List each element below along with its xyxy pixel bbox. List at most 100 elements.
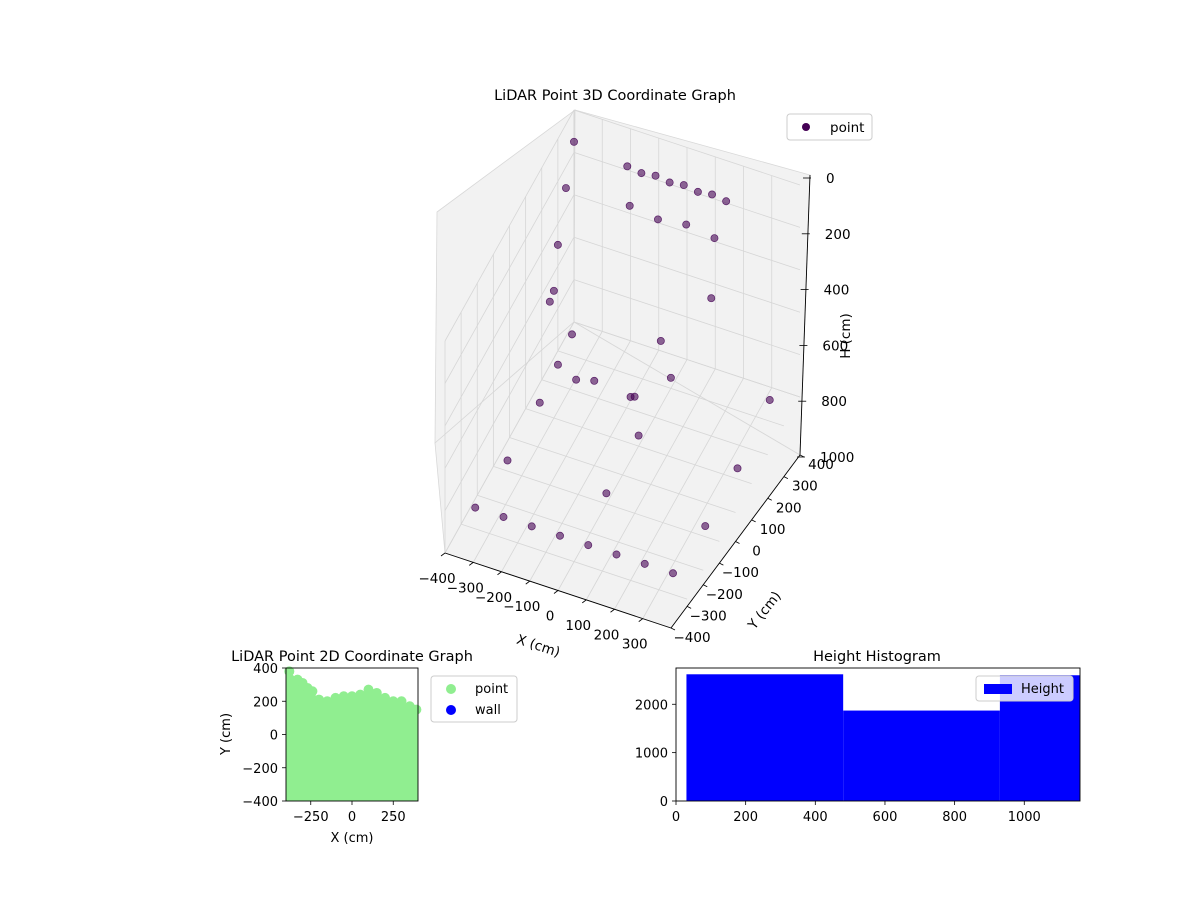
scatter-point-3d bbox=[654, 215, 662, 224]
scatter-point-3d bbox=[708, 190, 716, 199]
plot-frame-histogram bbox=[675, 667, 1081, 802]
x-tick-label-3d: −100 bbox=[503, 599, 540, 615]
grid-3d bbox=[444, 109, 801, 629]
legend-2d: point wall bbox=[430, 675, 518, 723]
y-tick-label-3d: 400 bbox=[808, 457, 834, 473]
scatter-point-3d bbox=[651, 171, 660, 180]
grid-line-y bbox=[525, 408, 752, 485]
y-tick-label-2d: 0 bbox=[270, 729, 278, 744]
histogram-bars bbox=[686, 674, 1080, 801]
scatter-point-3d bbox=[630, 392, 639, 401]
scatter-point-3d bbox=[679, 181, 688, 190]
scatter-point-3d bbox=[590, 376, 599, 385]
scatter-point-3d bbox=[572, 375, 581, 384]
legend-2d-point-label: point bbox=[475, 682, 508, 697]
histogram-chart: Height Histogram 0 200 400 600 800 1000 0 1000 2… bbox=[635, 649, 1081, 825]
scatter-point-2d bbox=[338, 691, 349, 702]
scatter-point-2d bbox=[371, 687, 382, 698]
legend-3d: point bbox=[786, 113, 873, 141]
y-tick-3d bbox=[670, 627, 676, 631]
scatter-point-2d bbox=[330, 692, 341, 703]
scatter-point-3d bbox=[584, 541, 593, 550]
scatter-point-3d bbox=[527, 522, 536, 531]
scatter-point-3d bbox=[570, 137, 578, 146]
x-tick-3d bbox=[610, 608, 615, 613]
y-tick-label-3d: −400 bbox=[673, 630, 710, 646]
scatter-point-3d bbox=[503, 456, 512, 465]
legend-histogram: Height bbox=[975, 675, 1074, 702]
y-tick-label-2d: −200 bbox=[242, 762, 278, 777]
x-axis-label-2d: X (cm) bbox=[331, 831, 374, 846]
x-tick-3d bbox=[440, 552, 446, 557]
scatter-point-3d bbox=[545, 297, 554, 306]
scatter-point-3d bbox=[612, 550, 621, 559]
y-tick-3d bbox=[751, 519, 756, 523]
histogram-title: Height Histogram bbox=[813, 649, 941, 665]
scatter-point-3d bbox=[625, 201, 634, 210]
scatter-point-3d bbox=[669, 569, 677, 578]
scatter-point-3d bbox=[602, 489, 611, 498]
y-tick-3d bbox=[735, 541, 740, 544]
grid-line-z bbox=[573, 194, 801, 271]
x-axis-label-3d: X (cm) bbox=[515, 632, 562, 661]
grid-line-z bbox=[573, 321, 801, 398]
scatter-point-3d bbox=[710, 234, 719, 243]
y-tick-label-histogram: 0 bbox=[660, 795, 668, 810]
x-tick-label-3d: −300 bbox=[447, 580, 484, 596]
scatter-point-3d bbox=[693, 187, 702, 196]
x-tick-label-2d: −250 bbox=[293, 810, 329, 825]
grid-line-z bbox=[573, 109, 801, 186]
x-tick-label-2d: 250 bbox=[381, 810, 406, 825]
legend-histogram-swatch bbox=[984, 684, 1012, 694]
x-tick-label-histogram: 200 bbox=[733, 810, 758, 825]
x-tick-3d bbox=[497, 571, 502, 576]
scatter-point-3d bbox=[722, 197, 731, 206]
grid-line-y bbox=[477, 494, 704, 571]
histogram-bar bbox=[686, 674, 844, 801]
y-tick-label-2d: 200 bbox=[253, 695, 278, 710]
scatter-point-3d bbox=[556, 531, 564, 540]
scatter-2d-points bbox=[284, 666, 422, 715]
legend-histogram-label: Height bbox=[1021, 682, 1064, 697]
y-tick-label-2d: −400 bbox=[242, 795, 278, 810]
scatter-point-3d bbox=[640, 559, 649, 568]
y-tick-3d bbox=[767, 497, 772, 501]
y-tick-label-3d: 100 bbox=[760, 522, 786, 538]
x-tick-label-histogram: 0 bbox=[672, 810, 680, 825]
legend-2d-point-marker bbox=[446, 684, 456, 694]
grid-line-y bbox=[541, 379, 768, 456]
scatter-point-3d bbox=[561, 184, 570, 192]
ticks-histogram: 0 200 400 600 800 1000 0 1000 2000 bbox=[635, 698, 1041, 825]
grid-line-y bbox=[509, 437, 736, 513]
z-tick-label-3d: 200 bbox=[825, 227, 851, 243]
scatter-point-2d bbox=[380, 692, 390, 703]
y-tick-label-histogram: 2000 bbox=[635, 698, 668, 713]
y-tick-label-3d: 0 bbox=[752, 544, 761, 560]
scatter-point-3d bbox=[535, 398, 544, 407]
y-tick-label-histogram: 1000 bbox=[635, 747, 668, 762]
x-tick-label-histogram: 400 bbox=[803, 810, 828, 825]
scatter-point-3d bbox=[733, 464, 742, 473]
y-tick-label-3d: −300 bbox=[690, 608, 727, 624]
ticks-2d: −250 0 250 −400 −200 0 200 400 bbox=[242, 662, 405, 825]
scatter-point-3d bbox=[765, 396, 774, 404]
y-tick-label-3d: −200 bbox=[706, 587, 743, 603]
scatter-point-3d bbox=[471, 503, 480, 512]
scatter-point-3d bbox=[568, 330, 576, 339]
chart-3d-title: LiDAR Point 3D Coordinate Graph bbox=[494, 88, 736, 104]
z-tick-label-3d: 600 bbox=[822, 338, 848, 354]
legend-3d-box bbox=[786, 113, 873, 141]
chart-3d: LiDAR Point 3D Coordinate Graph −400 −300… bbox=[418, 88, 873, 661]
scatter-point-3d bbox=[707, 294, 716, 303]
z-tick-label-3d: 1000 bbox=[820, 450, 854, 466]
scatter-point-3d bbox=[637, 169, 646, 178]
legend-2d-wall-label: wall bbox=[475, 703, 501, 718]
chart-2d-title: LiDAR Point 2D Coordinate Graph bbox=[231, 649, 473, 665]
scatter-point-2d bbox=[388, 696, 399, 707]
scatter-point-3d bbox=[666, 373, 675, 382]
y-tick-3d bbox=[686, 606, 692, 609]
x-tick-label-3d: 300 bbox=[622, 637, 648, 653]
scatter-point-3d bbox=[623, 162, 632, 171]
